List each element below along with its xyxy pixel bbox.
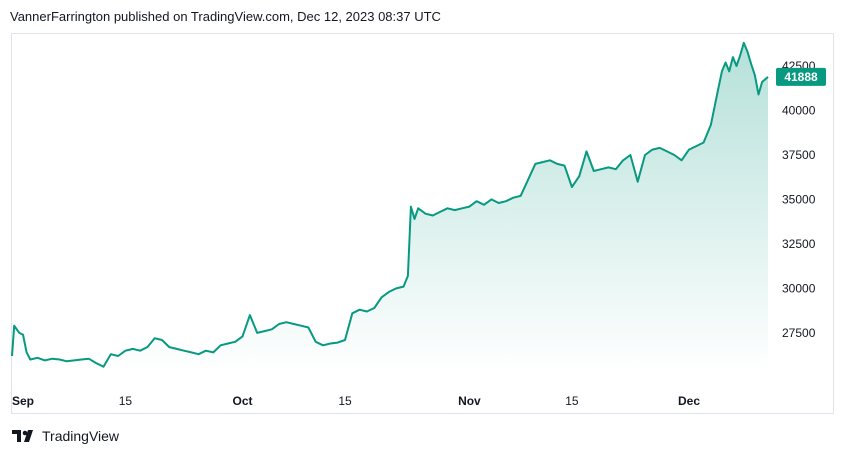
x-tick-label: Nov bbox=[458, 394, 481, 408]
y-tick-label: 27500 bbox=[782, 326, 816, 340]
publish-header: VannerFarrington published on TradingVie… bbox=[10, 9, 441, 24]
x-tick-label: Oct bbox=[232, 394, 252, 408]
tradingview-brand: TradingView bbox=[42, 428, 120, 444]
price-line[interactable] bbox=[11, 41, 769, 368]
x-tick-label: 15 bbox=[119, 394, 133, 408]
y-tick-label: 30000 bbox=[782, 281, 816, 295]
x-tick-label: 15 bbox=[338, 394, 352, 408]
tradingview-logo-icon bbox=[12, 428, 38, 444]
x-tick-label: 15 bbox=[565, 394, 579, 408]
price-area-fill bbox=[12, 42, 768, 373]
chart-frame bbox=[11, 33, 834, 414]
y-tick-label: 37500 bbox=[782, 148, 816, 162]
y-tick-label: 40000 bbox=[782, 104, 816, 118]
y-tick-label: 35000 bbox=[782, 192, 816, 206]
last-price-badge bbox=[776, 67, 826, 86]
last-price-label: 41888 bbox=[784, 70, 818, 84]
x-tick-label: Sep bbox=[12, 394, 34, 408]
tradingview-footer[interactable]: TradingView bbox=[12, 428, 119, 444]
y-tick-label: 32500 bbox=[782, 237, 816, 251]
x-tick-label: Dec bbox=[678, 394, 700, 408]
